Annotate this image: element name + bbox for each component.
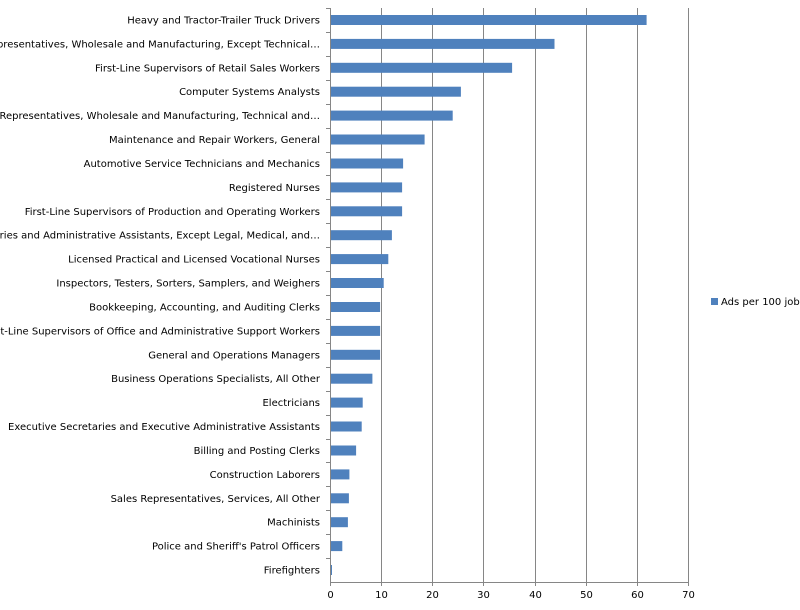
x-tick-label: 30	[477, 590, 490, 601]
bar	[330, 278, 384, 288]
bar	[330, 325, 381, 336]
category-label: Machinists	[267, 518, 320, 529]
legend-swatch	[711, 298, 718, 305]
legend-label: Ads per 100 jobs	[721, 297, 800, 308]
bars	[330, 15, 647, 575]
category-label: Construction Laborers	[210, 470, 320, 481]
bar	[330, 134, 425, 145]
bar	[330, 565, 332, 575]
bar	[330, 38, 555, 49]
bar	[330, 158, 404, 169]
category-labels: Heavy and Tractor-Trailer Truck Drivers S…	[0, 16, 321, 577]
category-label: First-Line Supervisors of Office and Adm…	[0, 326, 320, 337]
bar	[330, 15, 647, 25]
category-label: Sales Representatives, Wholesale and Man…	[0, 39, 320, 50]
category-label: Computer Systems Analysts	[179, 87, 320, 98]
category-label: Executive Secretaries and Executive Admi…	[8, 422, 320, 433]
bar	[330, 110, 453, 121]
bar	[330, 349, 381, 360]
category-label: Bookkeeping, Accounting, and Auditing Cl…	[89, 303, 320, 314]
bar	[330, 206, 403, 217]
legend: Ads per 100 jobs	[711, 297, 800, 308]
bar	[330, 86, 461, 97]
category-label: Registered Nurses	[229, 183, 320, 194]
x-tick-label: 50	[580, 590, 593, 601]
bar	[330, 397, 363, 408]
bar	[330, 421, 362, 432]
category-label: Automotive Service Technicians and Mecha…	[84, 159, 320, 170]
x-tick-label: 60	[631, 590, 644, 601]
category-label: Business Operations Specialists, All Oth…	[111, 374, 321, 385]
category-label: Maintenance and Repair Workers, General	[109, 135, 320, 146]
bar	[330, 62, 513, 73]
category-label: Billing and Posting Clerks	[194, 446, 320, 457]
category-label: General and Operations Managers	[148, 350, 320, 361]
bar	[330, 517, 348, 528]
bar	[330, 469, 350, 480]
category-label: Electricians	[262, 398, 320, 409]
bar	[330, 254, 389, 265]
bar	[330, 182, 403, 193]
axes	[326, 8, 689, 586]
x-tick-label: 10	[375, 590, 388, 601]
bar	[330, 302, 381, 312]
x-tick-label: 70	[682, 590, 695, 601]
category-label: Firefighters	[264, 566, 320, 577]
category-label: First-Line Supervisors of Retail Sales W…	[95, 63, 320, 74]
category-label: Sales Representatives, Wholesale and Man…	[0, 111, 320, 122]
bar	[330, 493, 349, 504]
bar	[330, 445, 357, 456]
bar	[330, 541, 343, 552]
x-tick-label: 40	[529, 590, 542, 601]
category-label: Heavy and Tractor-Trailer Truck Drivers	[127, 16, 320, 27]
x-tick-label: 20	[426, 590, 439, 601]
category-label: Police and Sheriff's Patrol Officers	[152, 542, 320, 553]
gridlines	[381, 8, 689, 582]
bar	[330, 230, 392, 241]
category-label: Inspectors, Testers, Sorters, Samplers, …	[56, 279, 320, 290]
category-label: Secretaries and Administrative Assistant…	[0, 231, 320, 242]
bar	[330, 373, 373, 384]
x-tick-labels: 0 10 20 30 40 50 60 70	[327, 590, 695, 601]
category-label: Sales Representatives, Services, All Oth…	[111, 494, 321, 505]
x-tick-label: 0	[327, 590, 333, 601]
category-label: First-Line Supervisors of Production and…	[25, 207, 320, 218]
category-label: Licensed Practical and Licensed Vocation…	[68, 255, 320, 266]
